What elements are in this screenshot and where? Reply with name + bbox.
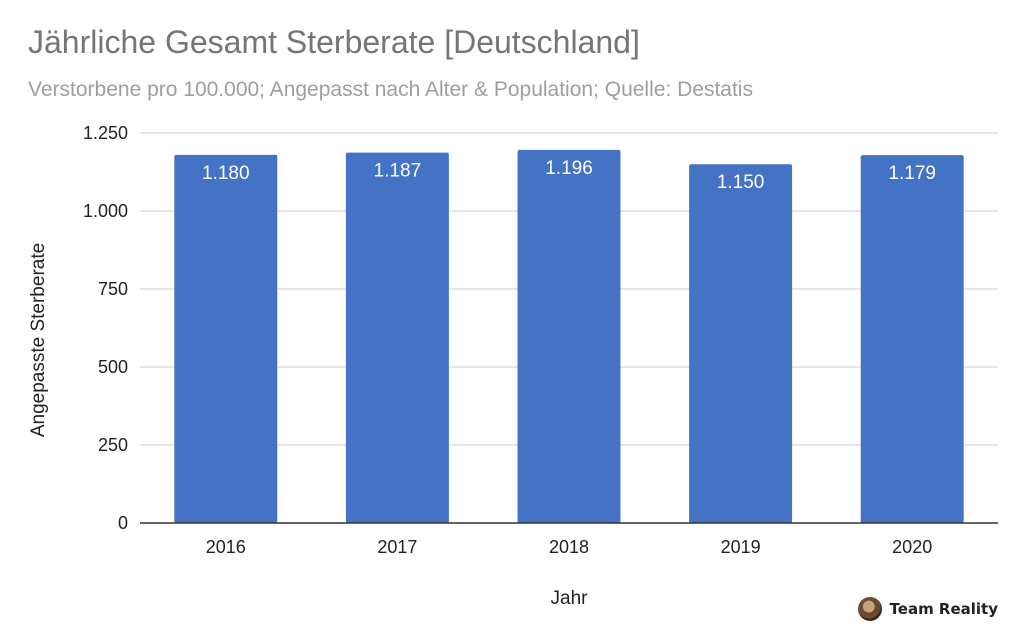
bar-value-label: 1.187 xyxy=(374,161,422,182)
avatar-icon xyxy=(857,597,882,621)
bar-2017 xyxy=(345,152,449,523)
watermark-text: Team Reality xyxy=(889,600,998,618)
bar-2020 xyxy=(860,155,964,524)
bars: 1.180 1.187 1.196 1.150 1.179 xyxy=(174,149,964,524)
watermark: Team Reality xyxy=(857,597,998,621)
y-tick-label: 750 xyxy=(98,279,128,299)
y-axis-ticks: 0 250 500 750 1.000 1.250 xyxy=(83,123,128,533)
bar-2019 xyxy=(689,164,793,523)
y-tick-label: 500 xyxy=(98,357,128,377)
y-tick-label: 0 xyxy=(118,513,128,533)
y-axis-title: Angepasste Sterberate xyxy=(28,243,49,437)
x-axis-ticks: 2016 2017 2018 2019 2020 xyxy=(206,537,932,557)
y-tick-label: 250 xyxy=(98,435,128,455)
x-axis-title: Jahr xyxy=(551,588,589,609)
y-tick-label: 1.000 xyxy=(83,201,128,221)
bar-value-label: 1.196 xyxy=(545,158,593,179)
x-tick-label: 2018 xyxy=(549,537,589,557)
x-tick-label: 2016 xyxy=(206,537,246,557)
chart-subtitle: Verstorbene pro 100.000; Angepasst nach … xyxy=(28,78,753,101)
bar-2016 xyxy=(174,154,278,523)
bar-2018 xyxy=(517,149,621,523)
bar-value-label: 1.150 xyxy=(717,172,765,193)
bar-value-label: 1.179 xyxy=(888,163,936,184)
x-tick-label: 2020 xyxy=(892,537,932,557)
chart-title: Jährliche Gesamt Sterberate [Deutschland… xyxy=(28,24,640,60)
x-tick-label: 2017 xyxy=(377,537,417,557)
x-tick-label: 2019 xyxy=(721,537,761,557)
bar-value-label: 1.180 xyxy=(202,163,250,184)
y-tick-label: 1.250 xyxy=(83,123,128,143)
